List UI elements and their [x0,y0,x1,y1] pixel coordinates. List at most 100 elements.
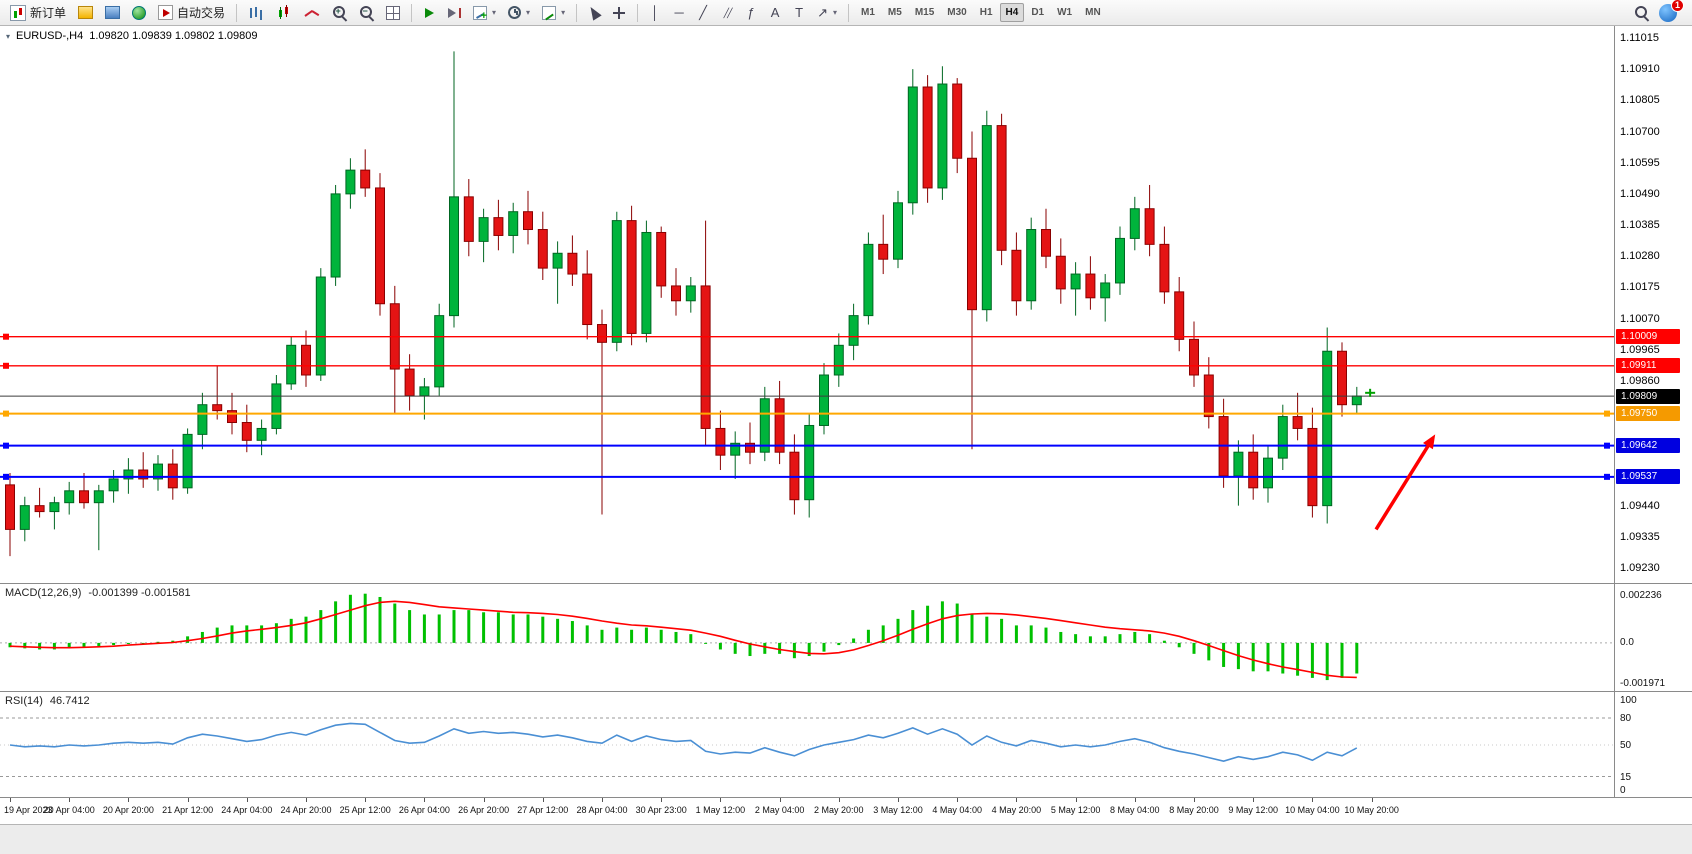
period-button[interactable]: ▾ [503,2,535,24]
bullish-candle [1277,416,1288,459]
autotrading-button[interactable]: 自动交易 [153,2,230,24]
horizontal-line-button[interactable]: ─ [668,2,690,24]
line-chart-button[interactable] [299,2,325,24]
bearish-candle [626,220,637,334]
chevron-down-icon: ▾ [526,8,531,17]
timeframe-button-M30[interactable]: M30 [947,7,967,18]
bullish-candle [1026,229,1037,302]
bearish-candle [1041,229,1051,257]
macd-axis[interactable]: 0.002236 0.0 -0.001971 [1614,584,1692,691]
vertical-line-button[interactable]: │ [644,2,666,24]
bullish-candle [759,398,770,453]
chart-dropdown-icon[interactable]: ▾ [6,31,11,41]
timeframe-button-MN[interactable]: MN [1085,7,1101,18]
zoom-out-button[interactable]: − [354,2,379,24]
toolbar-separator [411,3,413,22]
price-axis[interactable]: 1.11015 1.10910 1.10805 1.10700 1.10595 1.104… [1614,26,1692,583]
rsi-chart-canvas[interactable] [0,692,1614,798]
timeframe-button-D1[interactable]: D1 [1031,7,1045,18]
bullish-candle [552,252,563,269]
line-handle[interactable] [3,333,9,340]
timeframe-button-H4[interactable]: H4 [999,3,1025,22]
market-watch-icon [78,6,94,19]
auto-scroll-button[interactable] [418,2,440,24]
text-tool-button[interactable]: A [764,2,786,24]
bar-chart-button[interactable] [243,2,269,24]
bullish-candle [893,202,903,260]
arrow-annotation[interactable] [1374,441,1432,531]
chart-shift-button[interactable] [442,2,466,24]
bullish-candle [730,442,741,456]
zoom-in-button[interactable]: + [327,2,352,24]
toolbar-separator [848,3,849,22]
time-axis-tick [1134,798,1136,802]
timeframe-button-M5[interactable]: M5 [887,7,902,18]
macd-histogram-bar [1177,642,1181,648]
line-handle[interactable] [3,473,9,480]
time-axis-tick [602,798,603,802]
macd-histogram-bar [1296,642,1300,676]
line-handle[interactable] [3,442,9,449]
time-axis-tick [187,798,189,802]
candlestick-chart-button[interactable] [271,2,297,24]
tile-windows-button[interactable] [381,2,405,24]
indicators-button[interactable]: ▾ [537,2,570,24]
macd-histogram-bar [334,601,338,643]
time-axis-tick [1371,798,1373,802]
price-axis-label: 1.09335 [1620,530,1660,543]
time-axis-label: 5 May 12:00 [1050,805,1101,815]
rsi-axis[interactable]: 100 80 50 15 0 [1614,692,1692,797]
bullish-candle [819,374,829,426]
macd-histogram-bar [467,610,471,643]
timeframe-button-M1[interactable]: M1 [861,7,875,18]
price-chart-panel: ▾ EURUSD-,H4 1.09820 1.09839 1.09802 1.0… [0,26,1692,584]
bearish-candle [774,398,785,453]
line-handle[interactable] [3,410,9,417]
line-handle[interactable] [1604,442,1610,449]
timeframe-button-H1[interactable]: H1 [979,7,993,18]
line-handle[interactable] [1604,410,1610,417]
crosshair-button[interactable] [607,2,631,24]
macd-histogram-bar [378,596,382,643]
toolbar-separator [236,3,238,22]
arrows-tool-button[interactable]: ↗ ▾ [812,2,842,24]
price-line-badge: 1.09809 [1616,388,1680,404]
navigator-button[interactable] [127,2,151,24]
bullish-candle [197,404,208,435]
bearish-candle [79,490,89,504]
macd-chart-canvas[interactable] [0,584,1614,692]
search-icon[interactable] [1634,5,1649,20]
auto-scroll-icon [424,7,434,18]
label-tool-button[interactable]: T [788,2,810,24]
time-axis-tick [838,798,840,802]
macd-axis-label: 0.0 [1620,636,1634,648]
price-chart-canvas[interactable] [0,26,1614,584]
bearish-candle [138,469,149,480]
fibonacci-button[interactable]: ƒ [740,2,762,24]
price-axis-label: 1.10175 [1620,281,1660,294]
notification-badge: 1 [1671,0,1684,12]
macd-axis-label: 0.002236 [1620,590,1662,601]
line-handle[interactable] [3,362,9,369]
new-chart-button[interactable]: ▾ [468,2,501,24]
macd-histogram-bar [186,636,190,643]
cursor-button[interactable] [583,2,605,24]
time-axis[interactable]: 19 Apr 2023 20 Apr 04:00 20 Apr 20:00 21 Ap… [0,798,1692,824]
bullish-candle [256,427,267,441]
channel-button[interactable]: ╱╱ [716,2,738,24]
trendline-button[interactable]: ╱ [692,2,714,24]
notifications-icon[interactable]: 1 [1659,0,1684,22]
market-watch-button[interactable] [73,2,98,24]
macd-histogram-bar [674,631,678,643]
timeframe-button-M15[interactable]: M15 [914,7,935,18]
time-axis-tick [10,798,11,802]
arrow-annotation-head[interactable] [1423,434,1436,450]
line-handle[interactable] [1604,473,1610,480]
timeframe-button-W1[interactable]: W1 [1057,7,1073,18]
bearish-candle [537,229,548,269]
macd-histogram-bar [1207,642,1211,661]
macd-histogram-bar [408,610,412,643]
new-order-button[interactable]: 新订单 [5,2,71,24]
toolbar-separator [576,3,578,22]
data-window-button[interactable] [100,2,125,24]
